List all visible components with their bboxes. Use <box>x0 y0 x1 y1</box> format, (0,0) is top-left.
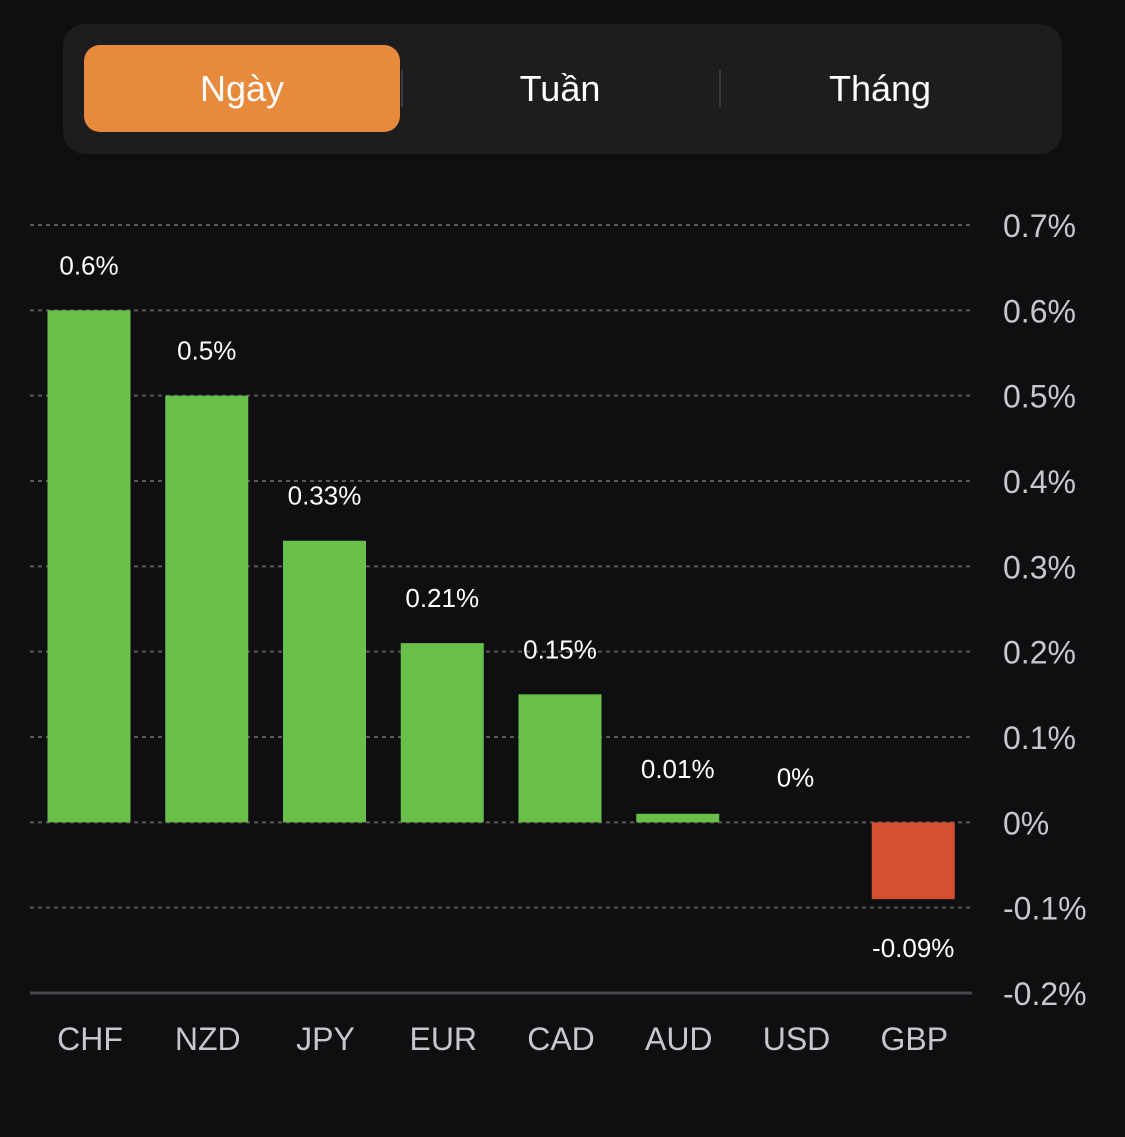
data-label: 0% <box>777 762 815 792</box>
x-tick-label: CAD <box>527 1021 595 1057</box>
data-label: 0.33% <box>288 481 362 511</box>
tab-day[interactable]: Ngày <box>84 45 400 132</box>
data-label: 0.15% <box>523 634 597 664</box>
x-tick-label: USD <box>763 1021 831 1057</box>
bar-chf <box>47 310 131 823</box>
bar-aud <box>636 813 720 823</box>
data-label: 0.6% <box>59 250 118 280</box>
data-label: 0.21% <box>405 583 479 613</box>
y-tick-label: 0.3% <box>1003 549 1076 585</box>
data-label: 0.5% <box>177 336 236 366</box>
x-tick-label: GBP <box>880 1021 948 1057</box>
x-tick-label: NZD <box>175 1021 241 1057</box>
y-tick-label: 0.4% <box>1003 464 1076 500</box>
tab-month[interactable]: Tháng <box>828 67 932 109</box>
y-tick-label: 0% <box>1003 805 1049 841</box>
y-tick-label: 0.2% <box>1003 635 1076 671</box>
y-tick-label: -0.2% <box>1003 976 1087 1012</box>
bar-jpy <box>283 540 366 823</box>
x-tick-label: AUD <box>645 1021 713 1057</box>
y-tick-label: 0.5% <box>1003 379 1076 415</box>
y-tick-label: 0.7% <box>1003 208 1076 244</box>
data-label: 0.01% <box>641 754 715 784</box>
tab-week[interactable]: Tuần <box>519 67 601 109</box>
bar-nzd <box>165 395 249 823</box>
bar-gbp <box>871 822 955 900</box>
period-segmented-control: Ngày Tuần Tháng <box>63 24 1062 154</box>
data-label: -0.09% <box>872 933 954 963</box>
tab-divider <box>401 70 403 107</box>
bar-eur <box>400 643 484 823</box>
x-tick-label: EUR <box>409 1021 477 1057</box>
x-tick-label: CHF <box>57 1021 123 1057</box>
y-tick-label: -0.1% <box>1003 891 1087 927</box>
y-tick-label: 0.6% <box>1003 293 1076 329</box>
bar-cad <box>518 694 602 823</box>
x-tick-label: JPY <box>296 1021 355 1057</box>
y-tick-label: 0.1% <box>1003 720 1076 756</box>
tab-divider <box>719 70 721 107</box>
